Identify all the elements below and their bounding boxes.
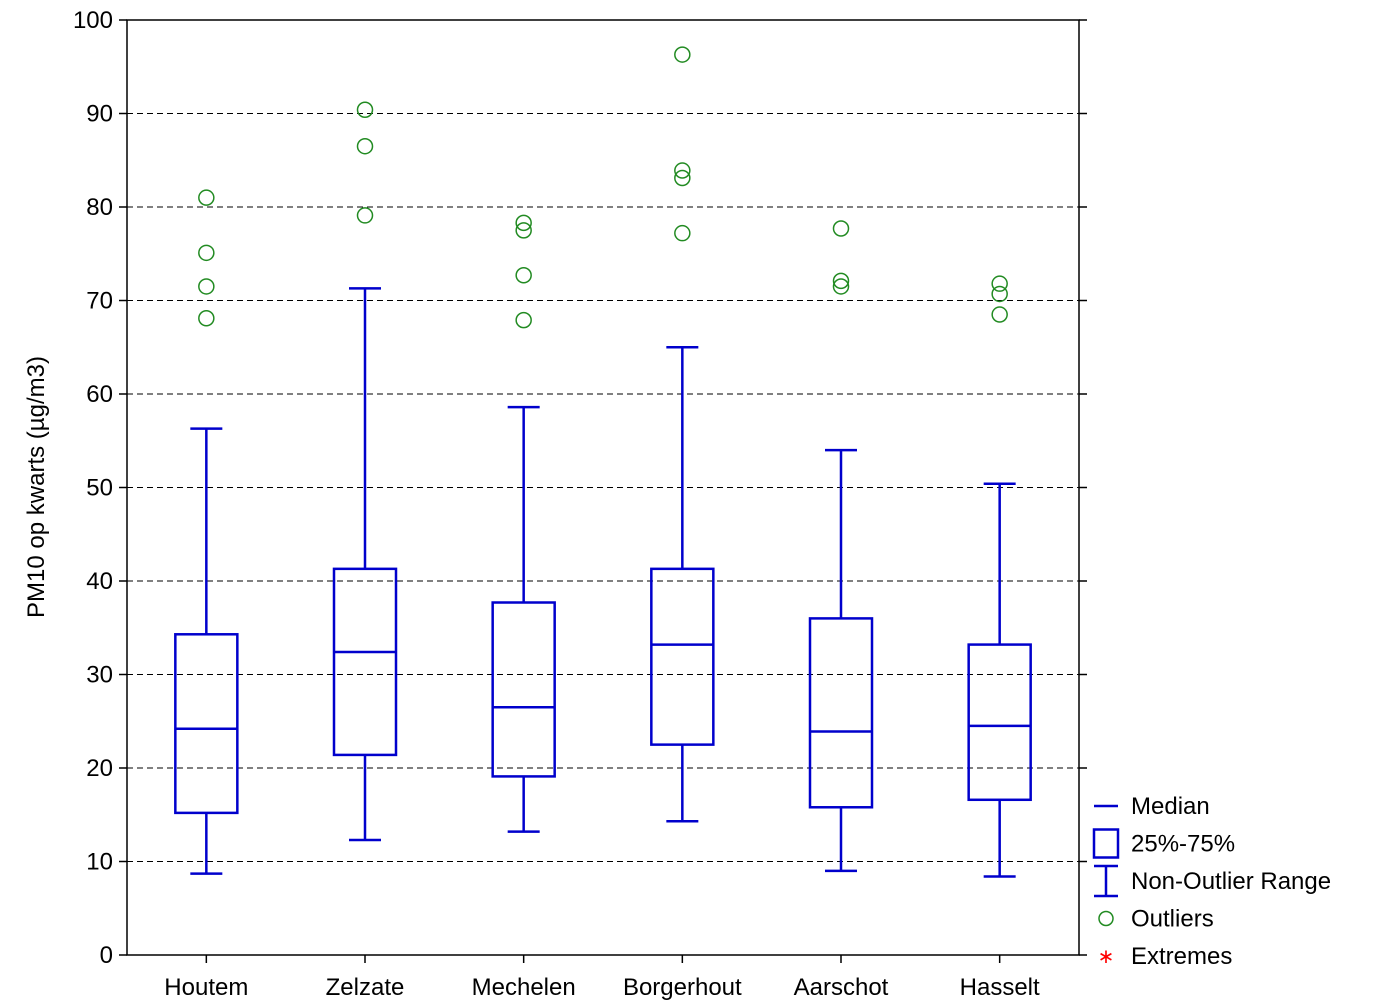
outlier-point xyxy=(515,222,532,239)
y-tick-label: 60 xyxy=(86,381,113,408)
legend-item-circle: Outliers xyxy=(1098,906,1214,933)
outlier-point xyxy=(198,310,215,327)
outlier-point xyxy=(356,101,374,119)
y-tick-label: 0 xyxy=(100,942,113,969)
x-tick-label: Zelzate xyxy=(326,974,405,1001)
legend-item-whisker: Non-Outlier Range xyxy=(1094,864,1331,898)
outlier-point xyxy=(991,275,1008,292)
iqr-box xyxy=(174,633,239,815)
x-tick-label: Aarschot xyxy=(794,974,889,1001)
legend-item-box: 25%-75% xyxy=(1092,828,1235,859)
box-borgerhout xyxy=(650,46,715,823)
y-tick-label: 10 xyxy=(86,849,113,876)
outlier-point xyxy=(198,189,215,206)
outlier-point xyxy=(832,278,850,295)
x-tick-label: Borgerhout xyxy=(623,974,742,1001)
legend-outlier-symbol xyxy=(1098,910,1114,927)
y-tick-label: 50 xyxy=(86,475,113,502)
box-zelzate xyxy=(332,101,398,842)
y-tick-label: 100 xyxy=(73,7,113,34)
y-axis: 0 10 20 30 40 50 60 70 80 90 100 xyxy=(73,7,1087,969)
outlier-point xyxy=(991,285,1008,303)
iqr-box xyxy=(332,567,398,757)
box-hasselt xyxy=(967,275,1032,878)
box-mechelen xyxy=(491,214,556,833)
outlier-point xyxy=(674,162,691,179)
legend-label: 25%-75% xyxy=(1131,831,1235,858)
legend-label: Extremes xyxy=(1131,943,1232,970)
outlier-point xyxy=(674,46,691,63)
box-aarschot xyxy=(808,220,874,873)
legend-label: Outliers xyxy=(1131,906,1214,933)
outlier-point xyxy=(356,137,374,155)
iqr-box xyxy=(650,567,715,746)
outlier-point xyxy=(515,214,532,232)
boxes xyxy=(174,46,1032,878)
outlier-point xyxy=(515,311,532,329)
plot-frame xyxy=(126,19,1080,956)
y-tick-label: 20 xyxy=(86,755,113,782)
box-houtem xyxy=(174,189,239,875)
y-tick-label: 40 xyxy=(86,568,113,595)
gridlines xyxy=(127,113,1079,862)
legend-label: Non-Outlier Range xyxy=(1131,868,1331,895)
legend-label: Median xyxy=(1131,793,1210,820)
x-axis-tick-labels: Houtem Zelzate Mechelen Borgerhout Aarschot H… xyxy=(164,955,1040,1001)
outlier-point xyxy=(832,272,850,290)
x-tick-label: Houtem xyxy=(164,974,248,1001)
outlier-point xyxy=(991,306,1008,323)
outlier-point xyxy=(198,244,215,262)
outlier-point xyxy=(674,169,691,187)
iqr-box xyxy=(491,601,556,778)
x-tick-label: Mechelen xyxy=(472,974,576,1001)
y-tick-label: 80 xyxy=(86,194,113,221)
legend-extreme-symbol: ∗ xyxy=(1098,944,1115,968)
y-axis-title: PM10 op kwarts (µg/m3) xyxy=(23,356,50,618)
outlier-point xyxy=(356,207,374,224)
y-tick-label: 90 xyxy=(86,101,113,128)
outlier-point xyxy=(832,220,850,237)
legend: Median 25%-75% Non-Outlier Range Outliers ∗ E… xyxy=(1092,793,1331,970)
y-tick-label: 30 xyxy=(86,662,113,689)
outlier-point xyxy=(674,224,691,242)
y-tick-label: 70 xyxy=(86,288,113,315)
iqr-box xyxy=(808,617,874,809)
outlier-point xyxy=(198,278,215,295)
legend-item-asterisk: ∗ Extremes xyxy=(1098,943,1233,970)
legend-box-symbol xyxy=(1092,828,1120,859)
legend-item-median-line: Median xyxy=(1094,793,1210,820)
x-tick-label: Hasselt xyxy=(960,974,1040,1001)
iqr-box xyxy=(967,643,1032,802)
outlier-point xyxy=(515,267,532,284)
